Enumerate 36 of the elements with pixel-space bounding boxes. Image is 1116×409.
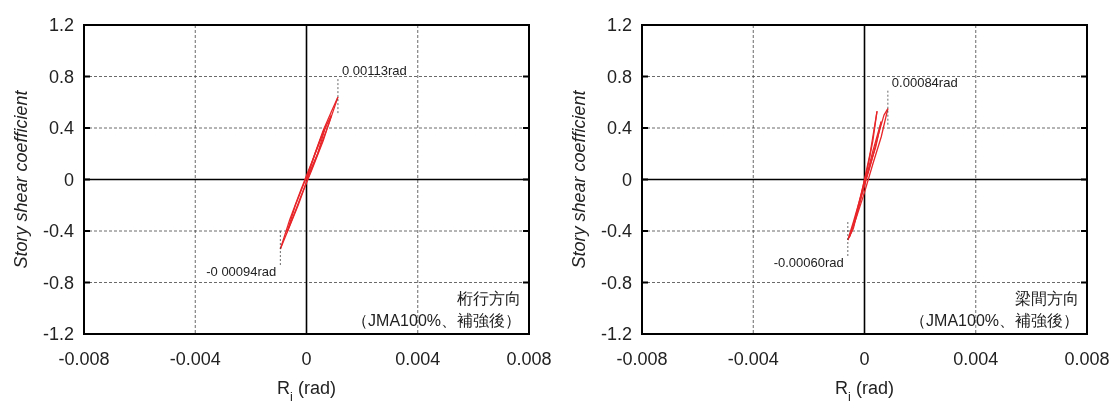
y-tick-label: -1.2 [42,324,74,344]
annotation: 0.00084rad [891,74,958,90]
y-tick-label: 0.8 [48,66,74,87]
x-tick-label: 0.008 [1064,349,1110,369]
x-tick-label: 0.004 [395,349,441,369]
annotation: -0 00094rad [206,264,277,280]
y-tick-label: 0.8 [606,66,632,87]
y-tick-label: 0 [621,169,632,190]
y-tick-label: 0 [63,169,74,190]
y-tick-label: -0.8 [600,272,632,293]
x-tick-label: 0.008 [506,349,552,369]
x-tick-label: -0.008 [616,349,668,369]
annotation: 桁行方向 [457,290,521,307]
x-tick-label: -0.008 [58,349,110,369]
y-tick-label: -0.8 [42,272,74,293]
y-tick-label: -1.2 [600,324,632,344]
x-tick-label: 0.004 [953,349,999,369]
x-tick-label: 0 [301,349,312,369]
x-axis-title: R$_{i}$ (rad) [835,378,894,404]
y-tick-label: -0.4 [42,221,74,241]
annotation: （JMA100%、補強後） [352,312,521,329]
y-tick-label: 0.4 [48,118,74,138]
annotation: （JMA100%、補強後） [910,312,1079,329]
y-tick-label: 0.4 [606,118,632,138]
x-axis-title: R$_{i}$ (rad) [277,378,336,404]
y-axis-title: Story shear coefficient [11,89,31,269]
annotation: 梁間方向 [1015,290,1079,307]
x-tick-label: -0.004 [727,349,779,369]
y-tick-label: 1.2 [48,15,74,35]
y-tick-label: 1.2 [606,15,632,35]
y-tick-label: -0.4 [600,221,632,241]
y-axis-title: Story shear coefficient [569,89,589,269]
annotation: 0 00113rad [341,63,407,79]
x-tick-label: 0 [859,349,870,369]
x-tick-label: -0.004 [169,349,221,369]
annotation: -0.00060rad [773,255,844,271]
